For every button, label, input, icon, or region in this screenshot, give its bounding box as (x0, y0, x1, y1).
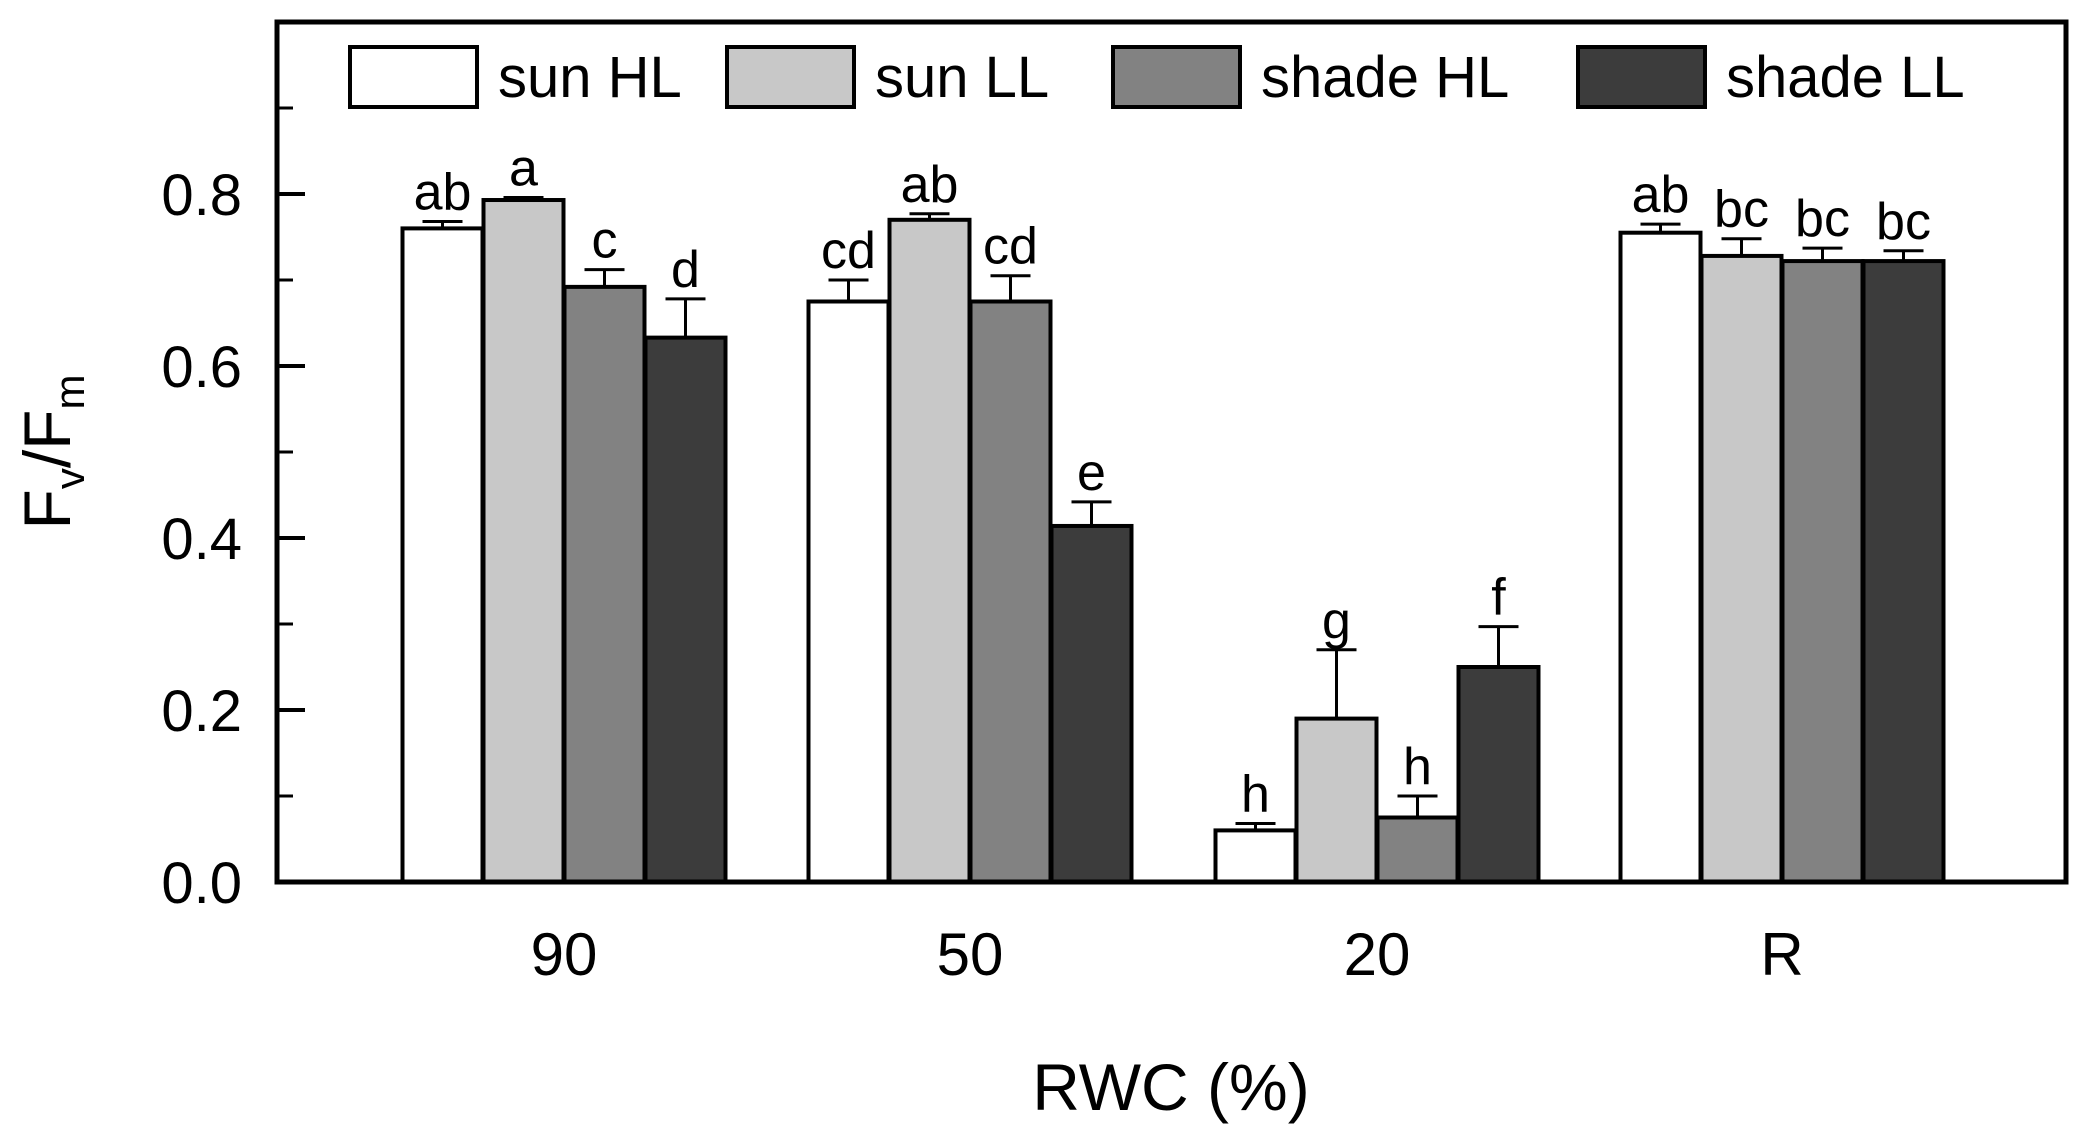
legend-swatch-shade-ll (1576, 45, 1707, 109)
y-tick-label: 0.2 (161, 679, 242, 744)
x-tick-label: R (1760, 921, 1803, 988)
y-tick-label: 0.0 (161, 851, 242, 916)
bar-shade-hl-r (1780, 259, 1865, 884)
significance-label: bc (1876, 193, 1931, 251)
y-tick-label: 0.4 (161, 507, 242, 572)
y-axis-title-sub-v: v (46, 468, 93, 489)
x-axis: 90 50 20 R (531, 921, 1804, 988)
bar-sun-ll-r (1699, 253, 1784, 885)
y-axis: 0.0 0.2 0.4 0.6 0.8 (161, 106, 305, 916)
error-bars-layer (422, 195, 1924, 831)
x-axis-title: RWC (%) (1032, 1050, 1309, 1124)
bar-shade-ll-50 (1049, 523, 1134, 885)
bar-sun-ll-50 (887, 217, 972, 885)
x-tick-label: 90 (531, 921, 598, 988)
x-tick-label: 20 (1344, 921, 1411, 988)
significance-label: h (1241, 766, 1270, 824)
bars-layer (400, 198, 1946, 885)
y-tick-label: 0.8 (161, 163, 242, 228)
significance-label: ab (414, 164, 472, 222)
legend-swatch-sun-hl (348, 45, 479, 109)
significance-label: bc (1795, 190, 1850, 248)
significance-label: g (1322, 592, 1351, 650)
bar-sun-hl-r (1618, 230, 1703, 884)
significance-label: cd (983, 218, 1038, 276)
bar-sun-hl-90 (400, 226, 485, 884)
bar-shade-hl-90 (562, 284, 647, 884)
x-tick-label: 50 (937, 921, 1004, 988)
bar-shade-hl-20 (1375, 815, 1460, 884)
y-axis-title-sep: /F (10, 410, 84, 469)
y-axis-title: Fv/Fm (10, 375, 93, 530)
significance-label: ab (1632, 166, 1690, 224)
legend: sun HL sun LL shade HL shade LL (348, 45, 1965, 110)
significance-label: c (592, 212, 618, 270)
y-axis-title-sub-m: m (46, 375, 93, 410)
bar-sun-ll-20 (1294, 716, 1379, 884)
legend-label: shade LL (1726, 45, 1965, 110)
bar-shade-ll-20 (1456, 665, 1541, 884)
bar-sun-hl-50 (806, 299, 891, 884)
bar-sun-hl-20 (1213, 828, 1298, 885)
bar-shade-ll-r (1861, 259, 1946, 884)
bar-shade-ll-90 (643, 335, 728, 884)
legend-label: sun HL (498, 45, 682, 110)
significance-label: cd (821, 222, 876, 280)
significance-label: e (1077, 444, 1106, 502)
y-axis-title-f: F (10, 489, 84, 529)
significance-label: bc (1714, 181, 1769, 239)
significance-label: a (509, 139, 538, 197)
y-tick-label: 0.6 (161, 335, 242, 400)
significance-label: d (671, 241, 700, 299)
significance-label: ab (901, 156, 959, 214)
significance-label: h (1403, 738, 1432, 796)
legend-swatch-shade-hl (1111, 45, 1242, 109)
legend-swatch-sun-ll (725, 45, 856, 109)
bar-sun-ll-90 (481, 198, 566, 884)
bar-shade-hl-50 (968, 299, 1053, 884)
legend-label: sun LL (875, 45, 1049, 110)
legend-label: shade HL (1261, 45, 1509, 110)
significance-label: f (1491, 569, 1506, 627)
